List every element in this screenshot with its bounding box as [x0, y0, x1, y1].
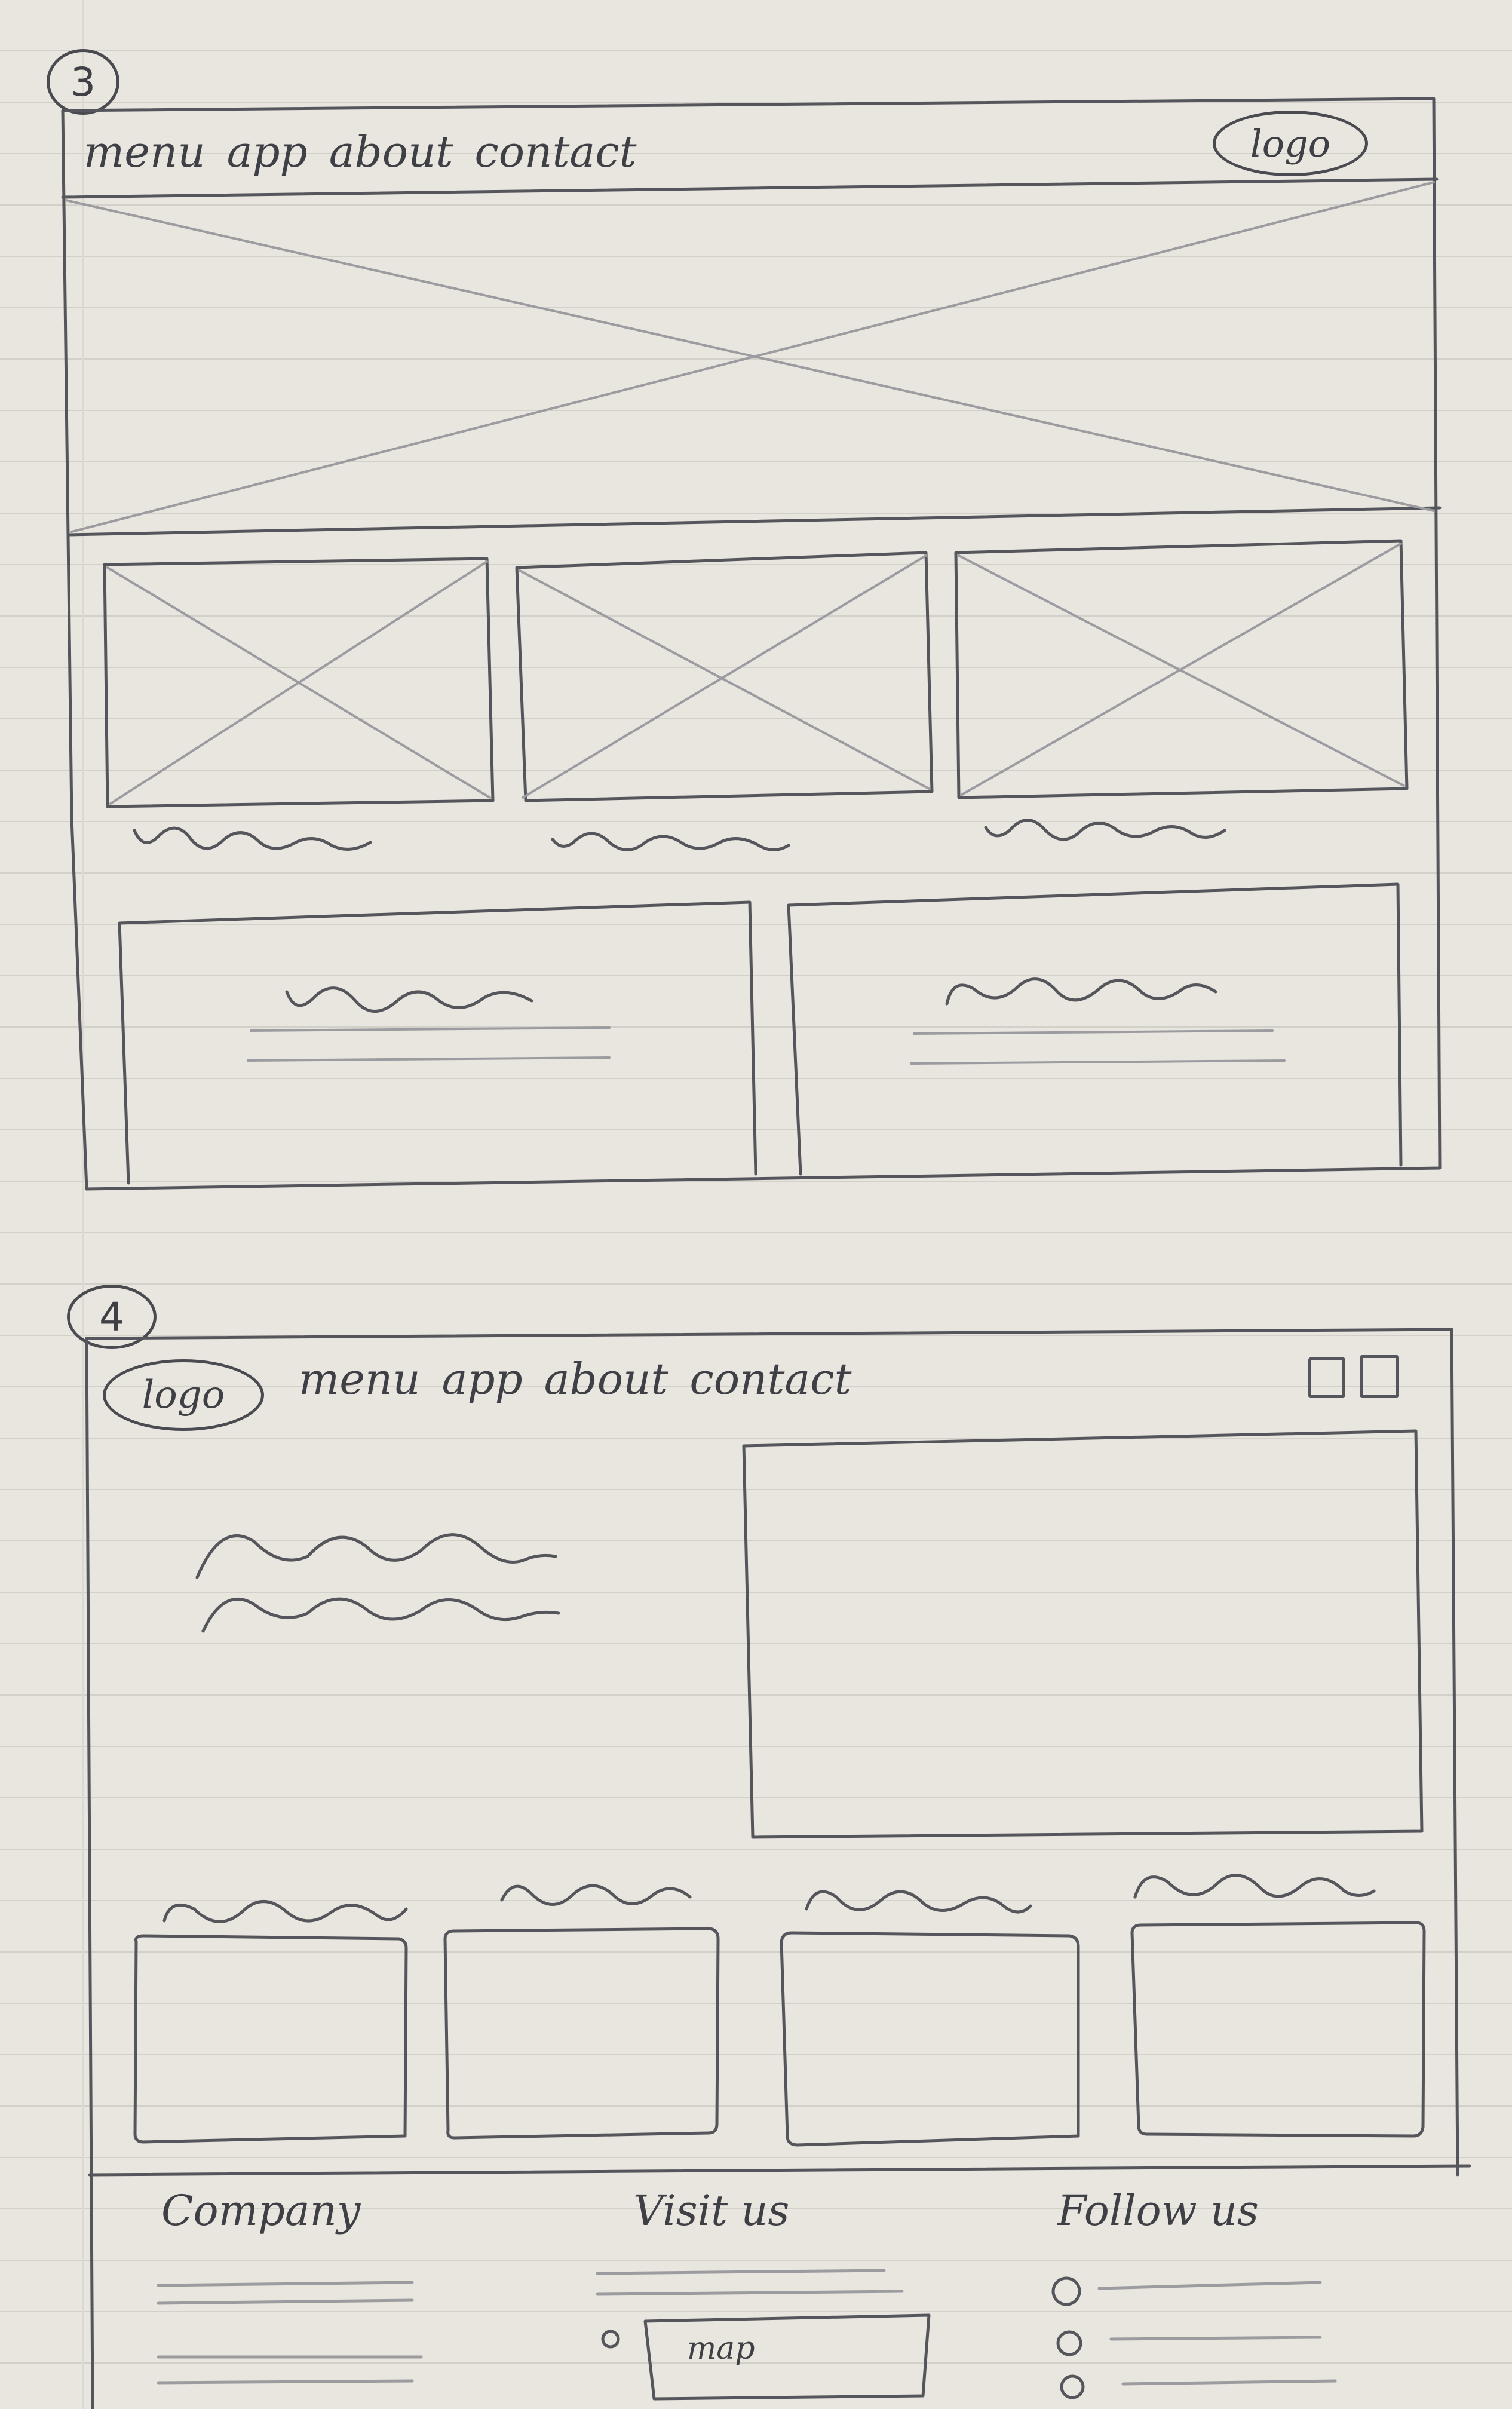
- nav-menu[interactable]: menu: [84, 127, 206, 177]
- nav-app[interactable]: app: [226, 127, 308, 177]
- footer-visit-heading: Visit us: [633, 2186, 790, 2235]
- footer-visit-block: [596, 2269, 931, 2401]
- card-caption-squiggle: [133, 826, 372, 851]
- nav-contact-4[interactable]: contact: [689, 1354, 852, 1404]
- footer-company-heading: Company: [161, 2186, 361, 2235]
- social-item[interactable]: [1056, 2330, 1322, 2356]
- card-caption-squiggle: [984, 819, 1226, 841]
- image-card: [954, 539, 1409, 799]
- wireframe-3-frame: [61, 97, 1442, 1191]
- wireframe-4-frame: [85, 1328, 1471, 2409]
- wireframe-3-nav: menu app about contact: [84, 130, 658, 173]
- wireframe-3-number: 3: [47, 49, 119, 115]
- nav-menu-4[interactable]: menu: [299, 1354, 421, 1404]
- image-card: [515, 551, 934, 802]
- wireframe-4-nav: menu app about contact: [299, 1357, 873, 1400]
- logo-label-4: logo: [142, 1373, 225, 1417]
- card-caption-squiggle: [551, 832, 790, 851]
- feature-card: [443, 1927, 720, 2140]
- nav-contact[interactable]: contact: [474, 127, 637, 177]
- map-label: map: [687, 2331, 755, 2367]
- content-panel: [787, 882, 1403, 1176]
- logo-label: logo: [1250, 121, 1331, 165]
- feature-caption-squiggle: [1133, 1874, 1376, 1899]
- feature-caption-squiggle: [500, 1884, 692, 1906]
- feature-card: [1130, 1921, 1426, 2138]
- hero-heading-squiggle: [195, 1533, 560, 1633]
- footer-follow-heading: Follow us: [1057, 2186, 1259, 2235]
- nav-app-4[interactable]: app: [441, 1354, 523, 1404]
- wireframe-4-logo[interactable]: logo: [103, 1359, 264, 1431]
- wireframe-3-logo[interactable]: logo: [1213, 111, 1368, 176]
- square-icon[interactable]: [1360, 1355, 1399, 1398]
- nav-about-4[interactable]: about: [544, 1354, 668, 1404]
- wireframe-4-number: 4: [67, 1285, 157, 1349]
- feature-caption-squiggle: [162, 1900, 408, 1923]
- content-panel: [118, 900, 757, 1185]
- square-icon[interactable]: [1308, 1357, 1345, 1398]
- image-card: [103, 557, 495, 808]
- social-item[interactable]: [1060, 2374, 1337, 2399]
- social-item[interactable]: [1051, 2276, 1322, 2306]
- feature-card: [133, 1934, 408, 2144]
- footer-company-lines: [157, 2281, 423, 2385]
- feature-caption-squiggle: [805, 1890, 1032, 1914]
- hero-image-box: [742, 1429, 1424, 1839]
- nav-about[interactable]: about: [329, 127, 453, 177]
- notebook-margin: [82, 0, 84, 2409]
- feature-card: [780, 1931, 1080, 2147]
- hero-image-placeholder: [65, 181, 1435, 533]
